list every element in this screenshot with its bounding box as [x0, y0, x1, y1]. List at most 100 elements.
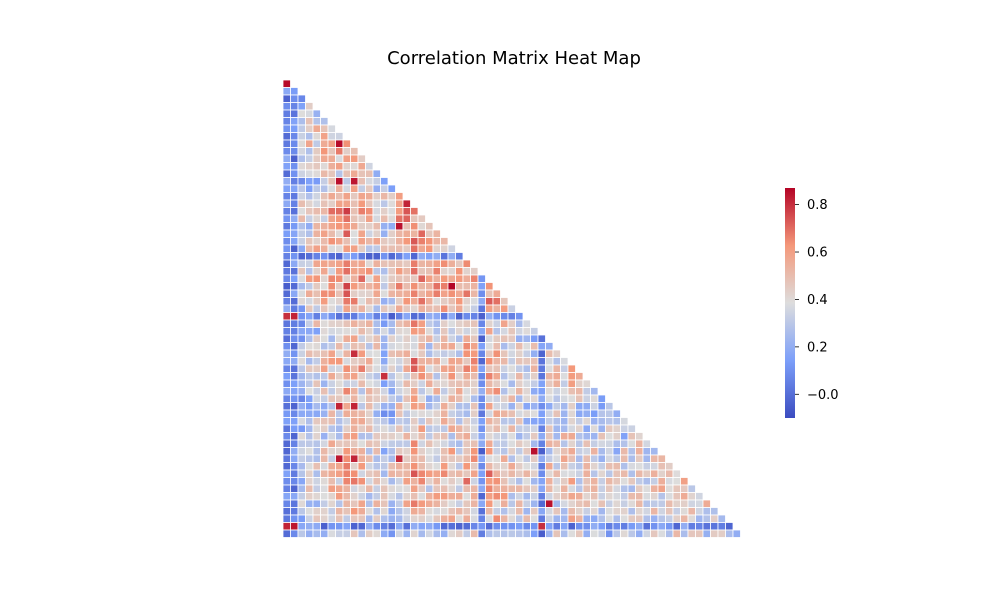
heatmap-cell [342, 207, 351, 216]
heatmap-cell [477, 319, 486, 328]
heatmap-cell [687, 492, 696, 501]
heatmap-cell [380, 492, 389, 501]
heatmap-cell [372, 297, 381, 306]
heatmap-cell [350, 289, 359, 298]
heatmap-cell [402, 507, 411, 516]
heatmap-cell [320, 469, 329, 478]
heatmap-cell [477, 499, 486, 508]
heatmap-cell [402, 357, 411, 366]
heatmap-cell [447, 462, 456, 471]
heatmap-cell [335, 199, 344, 208]
heatmap-cell [297, 222, 306, 231]
heatmap-cell [560, 447, 569, 456]
heatmap-cell [627, 507, 636, 516]
heatmap-cell [530, 529, 539, 538]
heatmap-cell [567, 402, 576, 411]
heatmap-cell [312, 304, 321, 313]
heatmap-cell [530, 522, 539, 531]
heatmap-cell [282, 109, 291, 118]
heatmap-cell [665, 484, 674, 493]
heatmap-cell [695, 492, 704, 501]
heatmap-cell [425, 289, 434, 298]
heatmap-cell [320, 402, 329, 411]
heatmap-cell [470, 522, 479, 531]
heatmap-cell [545, 499, 554, 508]
heatmap-cell [387, 477, 396, 486]
heatmap-cell [447, 327, 456, 336]
heatmap-cell [567, 379, 576, 388]
heatmap-cell [395, 244, 404, 253]
heatmap-cell [380, 454, 389, 463]
heatmap-cell [575, 409, 584, 418]
heatmap-cell [305, 447, 314, 456]
heatmap-cell [327, 394, 336, 403]
heatmap-cell [717, 522, 726, 531]
heatmap-cell [290, 387, 299, 396]
heatmap-cell [567, 409, 576, 418]
heatmap-cell [530, 364, 539, 373]
heatmap-cell [485, 484, 494, 493]
heatmap-cell [380, 237, 389, 246]
heatmap-cell [455, 312, 464, 321]
heatmap-cell [335, 417, 344, 426]
heatmap-cell [605, 469, 614, 478]
heatmap-cell [612, 492, 621, 501]
heatmap-cell [485, 469, 494, 478]
heatmap-cell [327, 199, 336, 208]
heatmap-cell [417, 432, 426, 441]
heatmap-cell [507, 409, 516, 418]
heatmap-cell [365, 199, 374, 208]
heatmap-cell [365, 417, 374, 426]
heatmap-cell [410, 462, 419, 471]
heatmap-cell [447, 492, 456, 501]
heatmap-cell [462, 484, 471, 493]
heatmap-cell [650, 507, 659, 516]
heatmap-cell [305, 154, 314, 163]
heatmap-cell [552, 364, 561, 373]
heatmap-cell [680, 492, 689, 501]
heatmap-cell [455, 372, 464, 381]
heatmap-cell [297, 372, 306, 381]
heatmap-cell [305, 342, 314, 351]
heatmap-cell [402, 222, 411, 231]
heatmap-cell [485, 379, 494, 388]
heatmap-cell [470, 424, 479, 433]
heatmap-cell [357, 507, 366, 516]
heatmap-cell [312, 424, 321, 433]
heatmap-cell [657, 492, 666, 501]
heatmap-cell [492, 304, 501, 313]
heatmap-cell [365, 177, 374, 186]
heatmap-cell [425, 499, 434, 508]
heatmap-cell [282, 132, 291, 141]
heatmap-cell [500, 417, 509, 426]
heatmap-cell [290, 372, 299, 381]
heatmap-cell [582, 424, 591, 433]
heatmap-cell [357, 274, 366, 283]
heatmap-cell [560, 522, 569, 531]
heatmap-cell [425, 259, 434, 268]
heatmap-cell [335, 177, 344, 186]
heatmap-cell [507, 477, 516, 486]
heatmap-cell [297, 364, 306, 373]
heatmap-cell [365, 297, 374, 306]
heatmap-cell [552, 379, 561, 388]
heatmap-cell [342, 192, 351, 201]
heatmap-cell [290, 169, 299, 178]
heatmap-cell [590, 484, 599, 493]
heatmap-cell [537, 514, 546, 523]
heatmap-cell [530, 447, 539, 456]
heatmap-cell [335, 259, 344, 268]
heatmap-cell [477, 304, 486, 313]
heatmap-cell [417, 462, 426, 471]
heatmap-cell [530, 439, 539, 448]
heatmap-cell [387, 357, 396, 366]
heatmap-cell [635, 447, 644, 456]
heatmap-cell [447, 252, 456, 261]
heatmap-cell [410, 357, 419, 366]
heatmap-cell [290, 409, 299, 418]
heatmap-cell [582, 432, 591, 441]
heatmap-cell [402, 327, 411, 336]
heatmap-cell [477, 394, 486, 403]
heatmap-cell [440, 439, 449, 448]
heatmap-cell [350, 447, 359, 456]
